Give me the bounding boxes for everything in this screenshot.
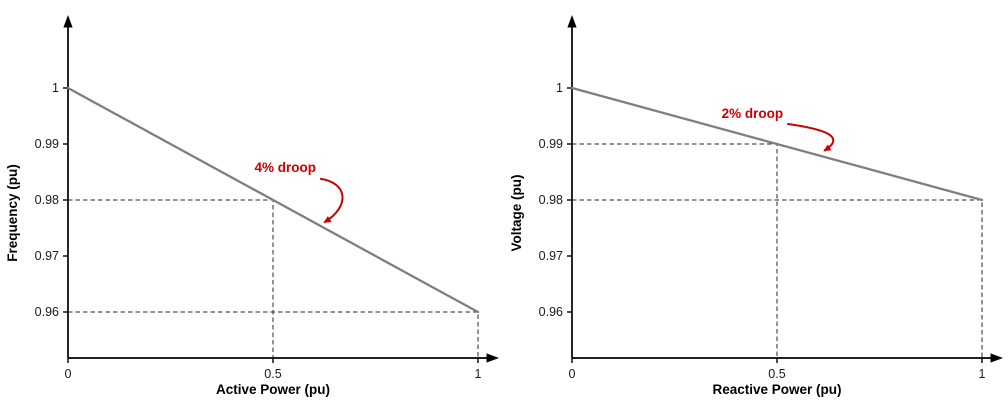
y-tick-label: 0.99 — [35, 137, 59, 151]
y-axis-label: Frequency (pu) — [5, 164, 20, 262]
y-tick-label: 0.98 — [35, 193, 59, 207]
dashed-guide — [572, 199, 983, 358]
y-tick-label: 0.97 — [35, 249, 59, 263]
annotation-arrow — [320, 177, 344, 224]
dashed-guide — [68, 199, 274, 358]
voltage-droop-chart: 1 0.99 0.98 0.97 0.96 0 0.5 1 Reactive Power (pu… — [504, 0, 1008, 420]
dashed-guide — [572, 143, 778, 358]
chart-canvas: 1 0.99 0.98 0.97 0.96 0 0.5 1 Active Power (pu) F… — [5, 15, 499, 397]
x-tick-label: 1 — [475, 367, 482, 381]
chart-canvas: 1 0.99 0.98 0.97 0.96 0 0.5 1 Reactive Power (pu… — [509, 15, 1003, 397]
dashed-guide — [68, 311, 479, 358]
y-tick-label: 0.99 — [539, 137, 563, 151]
voltage-droop-line — [570, 86, 984, 202]
y-tick-label: 0.98 — [539, 193, 563, 207]
y-tick-label: 0.96 — [539, 305, 563, 319]
x-tick-label: 0.5 — [264, 367, 281, 381]
y-tick-label: 0.96 — [35, 305, 59, 319]
annotation-text: 2% droop — [722, 106, 784, 121]
x-axis-label: Active Power (pu) — [216, 382, 330, 397]
y-tick-label: 0.97 — [539, 249, 563, 263]
x-axis-arrowhead — [486, 353, 499, 363]
x-tick-label: 1 — [979, 367, 986, 381]
frequency-droop-chart: 1 0.99 0.98 0.97 0.96 0 0.5 1 Active Power (pu) F… — [5, 15, 499, 397]
y-axis-arrowhead — [567, 15, 577, 28]
y-axis-label: Voltage (pu) — [509, 175, 524, 252]
x-axis-arrowhead — [990, 353, 1003, 363]
y-tick-label: 1 — [52, 81, 59, 95]
x-axis-label: Reactive Power (pu) — [712, 382, 841, 397]
annotation-arrow — [787, 122, 834, 152]
x-tick-label: 0 — [569, 367, 576, 381]
y-tick-label: 1 — [556, 81, 563, 95]
x-tick-label: 0.5 — [768, 367, 785, 381]
annotation-text: 4% droop — [255, 160, 317, 175]
x-tick-label: 0 — [65, 367, 72, 381]
y-axis-arrowhead — [63, 15, 73, 28]
frequency-droop-line — [66, 86, 480, 314]
